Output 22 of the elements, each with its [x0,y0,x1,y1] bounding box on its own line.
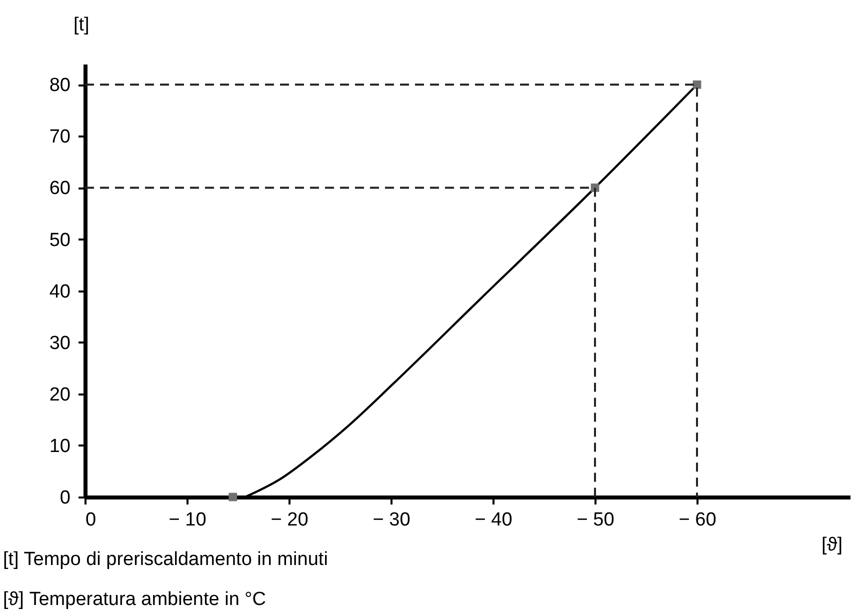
x-axis-title: [ϑ] [822,534,842,556]
x-tick-label: 0 [86,510,96,530]
y-tick-label: 60 [49,178,70,200]
y-tick-label: 40 [49,281,70,302]
y-tick-label: 70 [49,126,70,148]
text: [ϑ] Temperatura ambiente in °C [3,589,266,610]
y-tick-label: 20 [49,384,70,406]
y-tick-label: 80 [49,75,70,96]
text: [t] Tempo di preriscaldamento in minuti [3,549,328,570]
point [228,492,238,502]
y-tick-label: 50 [49,230,70,251]
y-tick-label: 10 [49,436,70,457]
point [692,80,702,89]
y-tick-label: 0 [60,488,70,508]
x-tick-label: − 60 [678,510,716,530]
x-tick-label: − 30 [372,510,410,530]
x-tick-label: − 20 [270,510,308,530]
y-tick-label: 30 [49,332,70,354]
x-tick-label: − 40 [474,510,512,530]
x-tick-label: − 10 [168,510,206,530]
y-axis-title: [t] [74,14,90,36]
x-tick-label: − 50 [576,510,614,530]
